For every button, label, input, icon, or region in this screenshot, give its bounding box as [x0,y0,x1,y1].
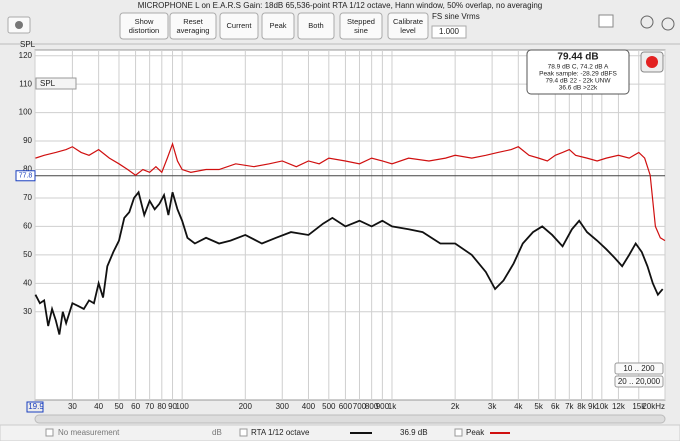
button-label[interactable]: Stepped sine [347,17,375,35]
info-box [526,49,630,95]
info-peak: Peak sample: -28.29 dBFS [539,71,617,78]
y-tick-label: 100 [19,108,33,117]
camera-icon [15,21,23,29]
x-tick-label: 60 [131,402,140,411]
record-dot [646,56,658,68]
x-tick-label: 80 [157,402,166,411]
toolbar-button[interactable] [261,12,295,40]
info-unweighted: 79.4 dB 22 - 22k UNW [545,78,611,85]
x-tick-label: 1k [388,402,397,411]
gear-icon[interactable] [640,15,654,29]
checkbox[interactable] [45,428,54,437]
x-tick-label: 30 [68,402,77,411]
button-label[interactable]: Reset averaging [177,17,210,35]
y-tick-label: 50 [23,250,32,259]
y-tick-label: 40 [23,278,32,287]
x-tick-label: 200 [239,402,253,411]
x-tick-label: 600 [339,402,353,411]
x-tick-label: 6k [551,402,560,411]
x-start-box [26,401,44,413]
fs-input[interactable] [431,25,467,39]
scrollbar[interactable] [34,414,666,424]
x-tick-label: 2k [451,402,460,411]
fs-label: FS sine Vrms [432,12,480,21]
toolbar-button[interactable] [119,12,169,40]
x-tick-label: 500 [322,402,336,411]
x-tick-label: 12k [612,402,626,411]
fs-value[interactable]: 1.000 [439,27,460,36]
rta-level: 36.9 dB [400,428,428,437]
toolbar-button[interactable] [339,12,383,40]
x-tick-label: 20kHz [642,402,665,411]
y-axis-label: SPL [20,40,36,49]
no-measurement: No measurement [58,428,120,437]
toolbar-button[interactable] [297,12,335,40]
x-tick-label: 300 [276,402,290,411]
zoom-label[interactable]: 20 .. 20,000 [618,377,661,386]
y-tick-label: 60 [23,222,32,231]
x-tick-label: 40 [94,402,103,411]
button-label[interactable]: Calibrate level [393,17,423,35]
y-tick-label: 80 [23,165,32,174]
x-tick-label: 7k [565,402,574,411]
marker-label: 77.8 [19,173,33,180]
toolbar: Show distortion Reset averaging Current Peak B… [119,12,429,40]
y-tick-label: 110 [19,79,32,88]
x-tick-label: 8k [577,402,586,411]
info-above: 36.6 dB >22k [559,85,598,92]
zoom-label[interactable]: 10 .. 200 [623,364,655,373]
checkbox[interactable] [239,428,248,437]
checkbox[interactable] [454,428,463,437]
x-tick-label: 100 [175,402,189,411]
unit-select-text[interactable]: SPL [40,79,56,88]
x-tick-label: 50 [115,402,124,411]
x-tick-label: 90 [168,402,177,411]
x-tick-label: 9k [588,402,597,411]
legend-label: RTA 1/12 octave [251,428,310,437]
x-tick-label: 400 [302,402,316,411]
info-level: 79.44 dB [557,52,598,63]
x-tick-label: 19.9 [28,402,44,411]
legend: RTA 1/12 octave Peak [239,428,510,437]
help-icon[interactable] [661,17,675,31]
button-label[interactable]: Peak [269,21,286,30]
y-tick-label: 120 [19,51,33,60]
toolbar-button[interactable] [219,12,259,40]
unit-select[interactable] [35,77,77,90]
x-tick-label: 900 [376,402,390,411]
series-line [34,190,664,335]
x-tick-label: 4k [514,402,523,411]
y-tick-label: 90 [23,136,32,145]
settings-icon[interactable] [598,14,614,28]
toolbar-button[interactable] [387,12,429,40]
x-tick-label: 70 [145,402,154,411]
zoom-button[interactable] [614,362,664,375]
zoom-button[interactable] [614,375,664,388]
x-tick-label: 800 [365,402,379,411]
y-tick-label: 70 [23,193,32,202]
x-tick-label: 10k [595,402,609,411]
y-tick-label: 30 [23,307,32,316]
window-title: MICROPHONE L on E.A.R.S Gain: 18dB 65,53… [138,1,543,10]
legend-bar [0,424,680,441]
toolbar-button[interactable] [169,12,217,40]
button-label[interactable]: Current [226,21,252,30]
legend-label: Peak [466,428,485,437]
series-line [35,141,666,242]
marker-box [15,170,36,182]
button-label[interactable]: Show distortion [129,17,159,35]
info-weighted: 78.9 dB C, 74.2 dB A [548,64,609,71]
legend-unit: dB [212,428,222,437]
x-tick-label: 5k [534,402,543,411]
x-tick-label: 15k [632,402,646,411]
button-label[interactable]: Both [308,21,323,30]
x-tick-label: 3k [488,402,497,411]
x-tick-label: 700 [353,402,367,411]
